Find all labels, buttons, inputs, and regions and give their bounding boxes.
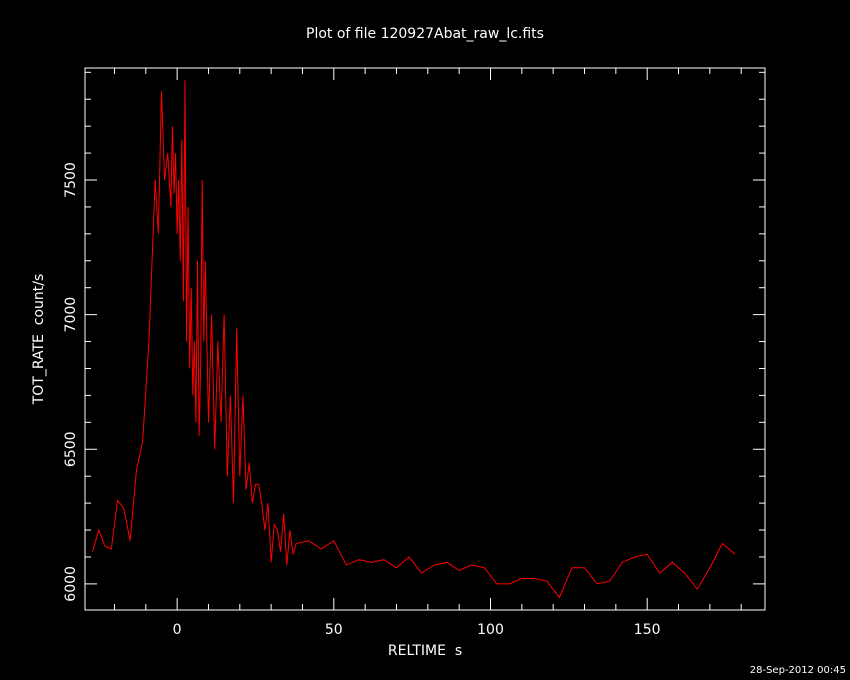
y-tick-label: 7500 — [63, 162, 79, 198]
data-line — [92, 80, 736, 599]
y-tick-label: 6500 — [63, 431, 79, 467]
timestamp: 28-Sep-2012 00:45 — [750, 665, 846, 676]
plot-frame — [84, 67, 766, 611]
x-tick-label: 150 — [634, 622, 661, 638]
y-tick-label: 6000 — [63, 566, 79, 602]
x-axis-label: RELTIME s — [388, 643, 462, 659]
x-tick-label: 0 — [173, 622, 182, 638]
chart-title: Plot of file 120927Abat_raw_lc.fits — [306, 26, 544, 42]
y-tick-label: 7000 — [63, 297, 79, 333]
x-tick-label: 100 — [477, 622, 504, 638]
x-tick-label: 50 — [325, 622, 343, 638]
y-axis-label: TOT_RATE count/s — [31, 274, 47, 406]
